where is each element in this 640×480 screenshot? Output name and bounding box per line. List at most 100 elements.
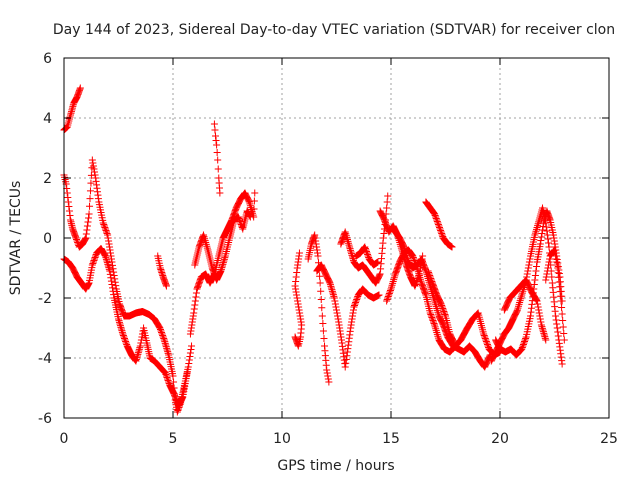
data-point [320, 335, 328, 342]
data-point [436, 225, 444, 233]
data-point [538, 230, 546, 237]
data-point [383, 296, 391, 303]
data-point [91, 255, 99, 263]
data-point [294, 297, 302, 305]
data-point [83, 222, 91, 230]
data-point [482, 336, 490, 344]
data-point [64, 194, 72, 201]
data-point [363, 249, 371, 257]
series-s10 [313, 261, 383, 371]
data-point [426, 273, 434, 281]
data-point [533, 263, 541, 270]
data-point [545, 243, 553, 251]
data-point [435, 222, 443, 230]
data-point [409, 254, 417, 261]
data-point [408, 251, 416, 258]
data-point [323, 369, 331, 377]
data-point [106, 267, 114, 275]
data-point [100, 221, 108, 228]
data-point [99, 219, 107, 227]
series-s21 [542, 246, 568, 344]
data-point [106, 270, 114, 278]
data-point [521, 338, 529, 345]
data-point [350, 302, 358, 309]
data-point [554, 328, 562, 336]
series-s9 [304, 231, 333, 386]
data-point [542, 276, 550, 284]
data-point [425, 270, 433, 278]
data-point [158, 329, 166, 336]
data-point [294, 300, 302, 308]
data-point [295, 303, 303, 311]
data-point [73, 237, 81, 245]
data-point [235, 216, 243, 224]
data-point [558, 304, 566, 311]
data-point [545, 239, 553, 247]
data-point [89, 162, 97, 170]
data-point [351, 300, 359, 308]
data-point [192, 289, 200, 297]
data-point [483, 341, 491, 348]
data-point [108, 281, 116, 288]
series-s1 [60, 84, 84, 134]
data-point [76, 84, 84, 92]
data-point [439, 305, 447, 312]
data-point [108, 258, 116, 266]
series-s20 [500, 276, 550, 344]
data-point [353, 296, 361, 303]
data-point [533, 296, 541, 304]
series-s2 [60, 156, 196, 416]
data-point [159, 333, 167, 341]
data-point [441, 311, 449, 318]
data-point [158, 330, 166, 338]
data-point [293, 294, 301, 302]
data-point [560, 336, 568, 344]
data-point [438, 303, 446, 311]
data-point [122, 338, 130, 345]
data-point [426, 272, 434, 279]
data-point [542, 273, 550, 281]
data-point [437, 227, 445, 234]
data-point [537, 318, 545, 326]
data-point [534, 303, 542, 311]
data-point [519, 341, 527, 348]
data-point [72, 234, 80, 242]
data-point [428, 314, 436, 321]
data-point [537, 237, 545, 244]
data-point [530, 281, 538, 288]
data-point [120, 335, 128, 342]
data-point [155, 322, 163, 330]
data-point [342, 359, 350, 367]
data-point [554, 263, 562, 270]
data-point [543, 231, 551, 239]
x-tick-label: 25 [600, 431, 618, 447]
x-tick-label: 15 [382, 431, 400, 447]
y-tick-labels: -6 -4 -2 0 2 4 6 [38, 51, 52, 427]
y-tick-label: -4 [38, 351, 52, 367]
data-point [480, 330, 488, 338]
data-points [60, 84, 568, 416]
data-point [66, 212, 74, 219]
data-point [86, 195, 94, 203]
data-point [554, 332, 562, 340]
data-point [164, 377, 172, 384]
data-point [536, 315, 544, 323]
data-point [107, 277, 115, 285]
data-point [410, 255, 418, 263]
data-point [246, 213, 254, 221]
data-point [210, 120, 218, 128]
data-point [186, 353, 194, 360]
data-point [518, 345, 526, 353]
y-axis-label: SDTVAR / TECUs [8, 181, 24, 296]
data-point [544, 264, 552, 272]
data-point [559, 323, 567, 331]
data-point [317, 287, 325, 295]
data-point [484, 342, 492, 350]
x-axis-label: GPS time / hours [277, 458, 394, 474]
data-point [107, 274, 115, 282]
data-point [119, 332, 127, 339]
data-point [216, 189, 224, 197]
data-point [64, 198, 72, 206]
data-point [531, 272, 539, 279]
data-point [83, 226, 91, 234]
